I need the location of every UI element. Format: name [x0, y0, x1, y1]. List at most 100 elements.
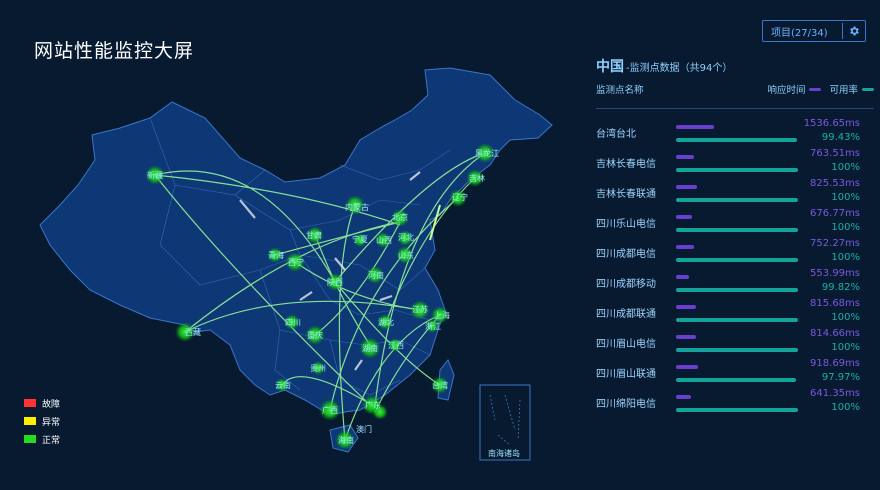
- map-node: [353, 233, 367, 247]
- map-node: [388, 338, 402, 352]
- coast-highlight: [429, 204, 441, 241]
- status-legend: 故障 异常 正常: [24, 394, 60, 448]
- city-label: 山西: [376, 235, 392, 245]
- abnormal-swatch: [24, 417, 36, 425]
- project-divider: [842, 23, 844, 39]
- map-node: [345, 195, 365, 215]
- availability-bar: [676, 408, 798, 412]
- list-item[interactable]: 四川眉山电信 814.66ms 100%: [596, 328, 874, 358]
- panel-columns: 监测点名称 响应时间 可用率: [596, 82, 874, 96]
- availability-bar: [676, 318, 798, 322]
- panel-divider: [596, 108, 874, 109]
- gear-icon[interactable]: [843, 21, 865, 41]
- availability-value: 100%: [831, 342, 860, 353]
- availability-value: 100%: [831, 222, 860, 233]
- response-bar: [676, 155, 694, 159]
- map-node: [431, 376, 449, 394]
- inset-label: 南海诸岛: [488, 448, 520, 458]
- city-label: 湖北: [378, 318, 394, 327]
- project-label[interactable]: 项目(27/34): [771, 27, 828, 39]
- monitor-name: 四川乐山电信: [596, 219, 656, 230]
- city-label: 江西: [388, 341, 404, 350]
- avail-legend-label: 可用率: [829, 85, 858, 96]
- city-label: 湖南: [362, 343, 378, 353]
- map-node: [449, 189, 467, 207]
- list-item[interactable]: 四川成都联通 815.68ms 100%: [596, 298, 874, 328]
- city-label: 黑龙江: [475, 148, 499, 158]
- list-item[interactable]: 四川成都电信 752.27ms 100%: [596, 238, 874, 268]
- monitor-name: 四川眉山联通: [596, 369, 656, 380]
- city-label: 广东: [365, 400, 381, 410]
- list-item[interactable]: 四川绵阳电信 641.35ms 100%: [596, 388, 874, 418]
- response-value: 763.51ms: [810, 148, 860, 159]
- map-node: [425, 319, 439, 333]
- map-node: [359, 337, 381, 359]
- list-item[interactable]: 四川乐山电信 676.77ms 100%: [596, 208, 874, 238]
- map-node: [305, 325, 325, 345]
- monitor-name: 四川绵阳电信: [596, 399, 656, 410]
- city-label: 山东: [398, 250, 414, 260]
- map-node: [306, 226, 324, 244]
- route-highlights: [239, 171, 421, 371]
- list-item[interactable]: 台湾台北 1536.65ms 99.43%: [596, 118, 874, 148]
- map-node: [466, 169, 484, 187]
- map-node: [475, 143, 495, 163]
- response-value: 1536.65ms: [803, 118, 860, 129]
- city-label: 台湾: [432, 380, 448, 390]
- map-node: [410, 300, 430, 320]
- availability-value: 99.43%: [821, 132, 860, 143]
- monitor-name: 四川成都电信: [596, 249, 656, 260]
- city-label: 宁夏: [352, 234, 368, 244]
- monitor-name: 吉林长春电信: [596, 159, 656, 170]
- column-name-header: 监测点名称: [596, 85, 644, 96]
- city-label: 西藏: [185, 327, 201, 337]
- response-bar: [676, 365, 698, 369]
- map-node: [326, 273, 344, 291]
- monitor-list: 台湾台北 1536.65ms 99.43% 吉林长春电信 763.51ms 100% 吉林长…: [596, 118, 874, 418]
- map-node: [175, 322, 195, 342]
- list-item[interactable]: 四川成都移动 553.99ms 99.82%: [596, 268, 874, 298]
- availability-value: 100%: [831, 192, 860, 203]
- resp-legend: 响应时间: [767, 82, 822, 96]
- response-value: 676.77ms: [810, 208, 860, 219]
- city-label: 贵州: [310, 363, 326, 373]
- list-item[interactable]: 吉林长春电信 763.51ms 100%: [596, 148, 874, 178]
- availability-bar: [676, 228, 798, 232]
- map-node: [335, 430, 355, 450]
- avail-legend-swatch: [862, 87, 874, 91]
- project-selector[interactable]: 项目(27/34): [762, 20, 866, 42]
- city-label: 澳门: [356, 424, 372, 434]
- city-label: 内蒙古: [345, 202, 369, 212]
- list-item[interactable]: 四川眉山联通 918.69ms 97.97%: [596, 358, 874, 388]
- map-node: [391, 209, 409, 227]
- column-legends: 响应时间 可用率: [759, 82, 874, 96]
- city-label: 广西: [322, 405, 338, 415]
- response-bar: [676, 335, 696, 339]
- monitor-name: 四川成都移动: [596, 279, 656, 290]
- city-label: 海南: [338, 435, 354, 445]
- availability-bar: [676, 198, 798, 202]
- city-labels: 新疆 内蒙古 黑龙江 吉林 辽宁 北京 河北 山西 山东 宁夏 甘肃 青海 西宁…: [147, 148, 499, 445]
- response-value: 815.68ms: [810, 298, 860, 309]
- city-label: 上海: [434, 310, 450, 320]
- availability-value: 100%: [831, 402, 860, 413]
- panel-subtitle: -监测点数据（共94个）: [626, 63, 733, 74]
- legend-label: 异常: [42, 417, 61, 428]
- map-node: [366, 266, 384, 284]
- city-label: 北京: [392, 212, 408, 222]
- map-node: [377, 314, 393, 330]
- monitor-panel: 中国 -监测点数据（共94个） 监测点名称 响应时间 可用率: [596, 56, 874, 109]
- city-label: 云南: [275, 380, 291, 390]
- map-node: [267, 247, 283, 263]
- legend-label: 正常: [42, 435, 61, 446]
- list-item[interactable]: 吉林长春联通 825.53ms 100%: [596, 178, 874, 208]
- response-value: 752.27ms: [810, 238, 860, 249]
- city-label: 新疆: [147, 170, 163, 180]
- city-label: 吉林: [469, 173, 485, 183]
- availability-value: 100%: [831, 162, 860, 173]
- resp-legend-label: 响应时间: [767, 85, 806, 96]
- map-node: [375, 232, 391, 248]
- availability-bar: [676, 138, 797, 142]
- response-value: 553.99ms: [810, 268, 860, 279]
- map-node: [285, 252, 305, 272]
